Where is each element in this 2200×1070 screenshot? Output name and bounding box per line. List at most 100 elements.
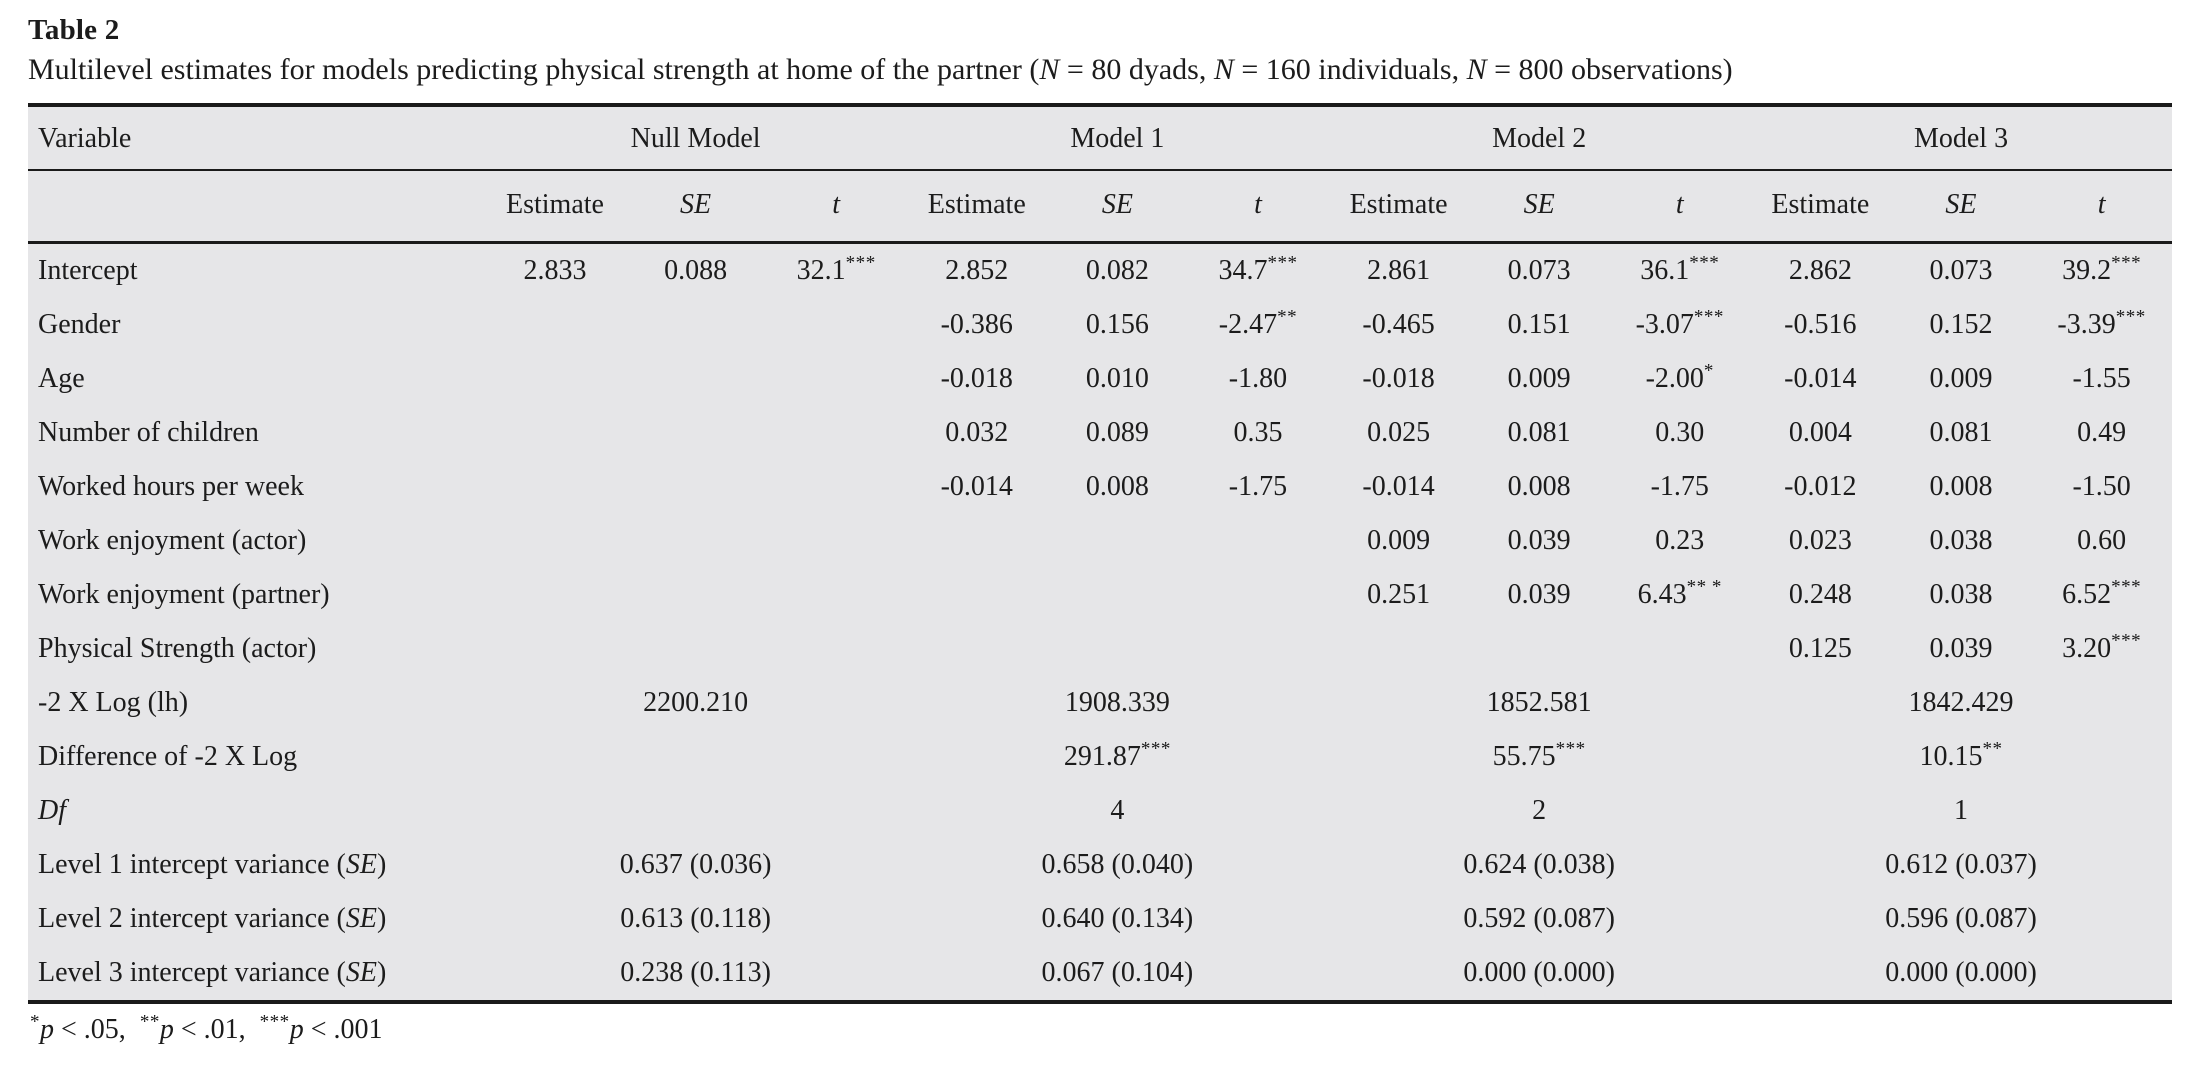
cell-value: 291.87 [1063, 741, 1141, 772]
text-part: ) [376, 903, 387, 934]
significance-stars: ** [1277, 306, 1298, 328]
table-cell: 2.833 [485, 243, 626, 299]
table-cell: 0.125 [1750, 622, 1891, 676]
table-row: Work enjoyment (partner) 0.251 0.039 6.43**… [28, 568, 2172, 622]
cell-value: 0.238 (0.113) [620, 957, 771, 988]
se-header: SE [1468, 170, 1610, 244]
table-cell: 0.039 [1891, 622, 2032, 676]
table-cell [485, 622, 626, 676]
significance-stars: ** * [1686, 576, 1722, 598]
cell-value: 0.637 (0.036) [619, 849, 772, 880]
table-cell [625, 406, 766, 460]
cell-value: -0.386 [940, 309, 1013, 340]
estimate-header: Estimate [484, 170, 626, 244]
table-cell: 0.009 [1469, 352, 1610, 406]
text-part: SE [345, 903, 377, 934]
cell-value: -0.516 [1784, 309, 1857, 340]
row-label: Worked hours per week [28, 460, 485, 514]
table-cell: 0.025 [1328, 406, 1469, 460]
text-part: < .001 [303, 1014, 383, 1045]
cell-value: 34.7 [1218, 255, 1268, 286]
text-part: < .05, [54, 1014, 140, 1045]
cell-value: 0.081 [1929, 417, 1993, 448]
table-cell: 0.156 [1047, 298, 1188, 352]
table-body: Intercept 2.833 0.088 32.1*** 2.852 0.082 34.7… [28, 243, 2172, 1003]
significance-stars: *** [2111, 630, 2142, 652]
group-header-model-3: Model 3 [1750, 105, 2172, 171]
t-header: t [1609, 170, 1751, 244]
table-header: Variable Null Model Model 1 Model 2 Mode… [28, 105, 2172, 244]
table-cell: 2 [1328, 784, 1750, 838]
cell-value: 0.023 [1788, 525, 1852, 556]
table-cell [1188, 514, 1329, 568]
table-cell: 0.073 [1891, 243, 2032, 299]
t-header: t [2031, 170, 2172, 244]
header-row-groups: Variable Null Model Model 1 Model 2 Mode… [28, 105, 2172, 171]
significance-stars: *** [845, 252, 876, 274]
cell-value: 0.073 [1507, 255, 1571, 286]
table-cell [625, 352, 766, 406]
text-part: Difference of -2 X Log [38, 741, 298, 772]
group-header-model-2: Model 2 [1328, 105, 1751, 171]
table-cell [766, 622, 907, 676]
cell-value: 0.008 [1085, 471, 1149, 502]
table-cell: 0.010 [1047, 352, 1188, 406]
table-cell: 0.23 [1609, 514, 1750, 568]
cell-value: -0.012 [1784, 471, 1857, 502]
table-cell: -0.386 [906, 298, 1047, 352]
table-cell [906, 622, 1047, 676]
table-cell: -0.465 [1328, 298, 1469, 352]
table-cell: -0.018 [1328, 352, 1469, 406]
multilevel-estimates-table: Variable Null Model Model 1 Model 2 Mode… [28, 103, 2172, 1004]
text-part: = 160 individuals, [1233, 53, 1467, 86]
cell-value: -3.07 [1635, 309, 1694, 340]
table-cell [1047, 622, 1188, 676]
cell-value: 0.251 [1367, 579, 1431, 610]
table-cell [1047, 514, 1188, 568]
cell-value: 2200.210 [643, 687, 749, 718]
cell-value: 0.156 [1085, 309, 1149, 340]
cell-value: -0.018 [940, 363, 1013, 394]
cell-value: -0.014 [1362, 471, 1435, 502]
cell-value: 55.75 [1492, 741, 1556, 772]
cell-value: -0.018 [1362, 363, 1435, 394]
text-part: Level 1 intercept variance ( [38, 849, 346, 880]
table-cell [766, 460, 907, 514]
significance-stars: *** [2115, 306, 2146, 328]
table-cell [766, 514, 907, 568]
table-row: Gender -0.386 0.156 -2.47** -0.465 0.151 -3.07… [28, 298, 2172, 352]
table-cell: 0.081 [1891, 406, 2032, 460]
cell-value: 0.082 [1085, 255, 1149, 286]
cell-value: 0.624 (0.038) [1463, 849, 1615, 880]
table-cell: -1.50 [2031, 460, 2172, 514]
significance-stars: *** [1689, 252, 1720, 274]
cell-value: 0.008 [1929, 471, 1993, 502]
table-cell: -1.80 [1188, 352, 1329, 406]
table-cell [906, 514, 1047, 568]
text-part: p [40, 1014, 55, 1045]
cell-value: 0.004 [1788, 417, 1852, 448]
row-label: Df [28, 784, 485, 838]
cell-value: 0.640 (0.134) [1041, 903, 1194, 934]
cell-value: -1.75 [1228, 471, 1288, 502]
table-cell [766, 568, 907, 622]
text-part: Work enjoyment (partner) [38, 579, 330, 610]
row-label: -2 X Log (lh) [28, 676, 485, 730]
table-row: Age -0.018 0.010 -1.80 -0.018 0.009 -2.00* -0.0… [28, 352, 2172, 406]
table-cell: 36.1*** [1609, 243, 1750, 299]
cell-value: 0.009 [1929, 363, 1993, 394]
table-cell: 55.75*** [1328, 730, 1750, 784]
table-cell: 0.038 [1891, 568, 2032, 622]
table-cell: 0.637 (0.036) [485, 838, 907, 892]
header-row-statistics: Estimate SE t Estimate SE t Estimate SE … [28, 170, 2172, 244]
cell-value: 0.000 (0.000) [1463, 957, 1615, 988]
table-cell: 0.612 (0.037) [1750, 838, 2172, 892]
table-cell [766, 352, 907, 406]
cell-value: -3.39 [2057, 309, 2116, 340]
text-part: Gender [38, 309, 121, 340]
text-part: Df [38, 795, 66, 826]
cell-value: -1.75 [1650, 471, 1709, 502]
cell-value: 0.032 [945, 417, 1009, 448]
significance-stars: *** [1555, 738, 1586, 760]
table-cell: 0.624 (0.038) [1328, 838, 1750, 892]
